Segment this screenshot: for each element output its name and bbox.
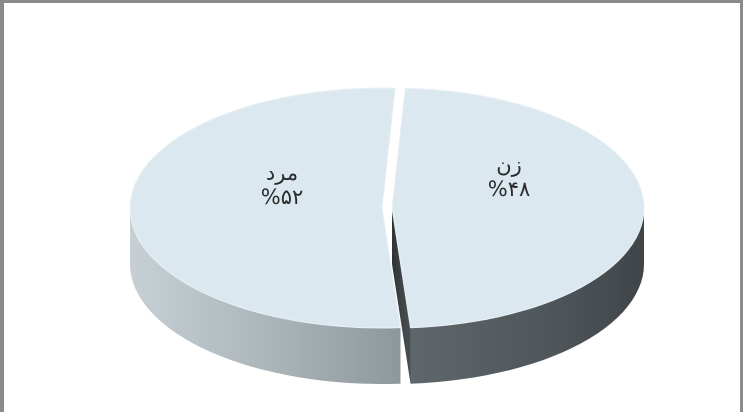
slice-zan: [391, 87, 645, 384]
slice-percent: %۵۲: [260, 185, 304, 209]
pie-chart: [129, 87, 645, 384]
slice-cut-face: [392, 208, 411, 384]
slice-name: زن: [496, 153, 522, 177]
slice-top-face: [129, 87, 402, 329]
slice-side-wall: [130, 208, 401, 384]
slice-name: مرد: [265, 161, 299, 185]
slice-label-zan: زن %۴۸: [488, 153, 531, 201]
slice-label-mard: مرد %۵۲: [261, 161, 304, 209]
slice-top-face: [391, 87, 645, 329]
slice-side-wall: [410, 208, 644, 384]
slice-mard: [129, 87, 402, 384]
slice-percent: %۴۸: [487, 177, 531, 201]
